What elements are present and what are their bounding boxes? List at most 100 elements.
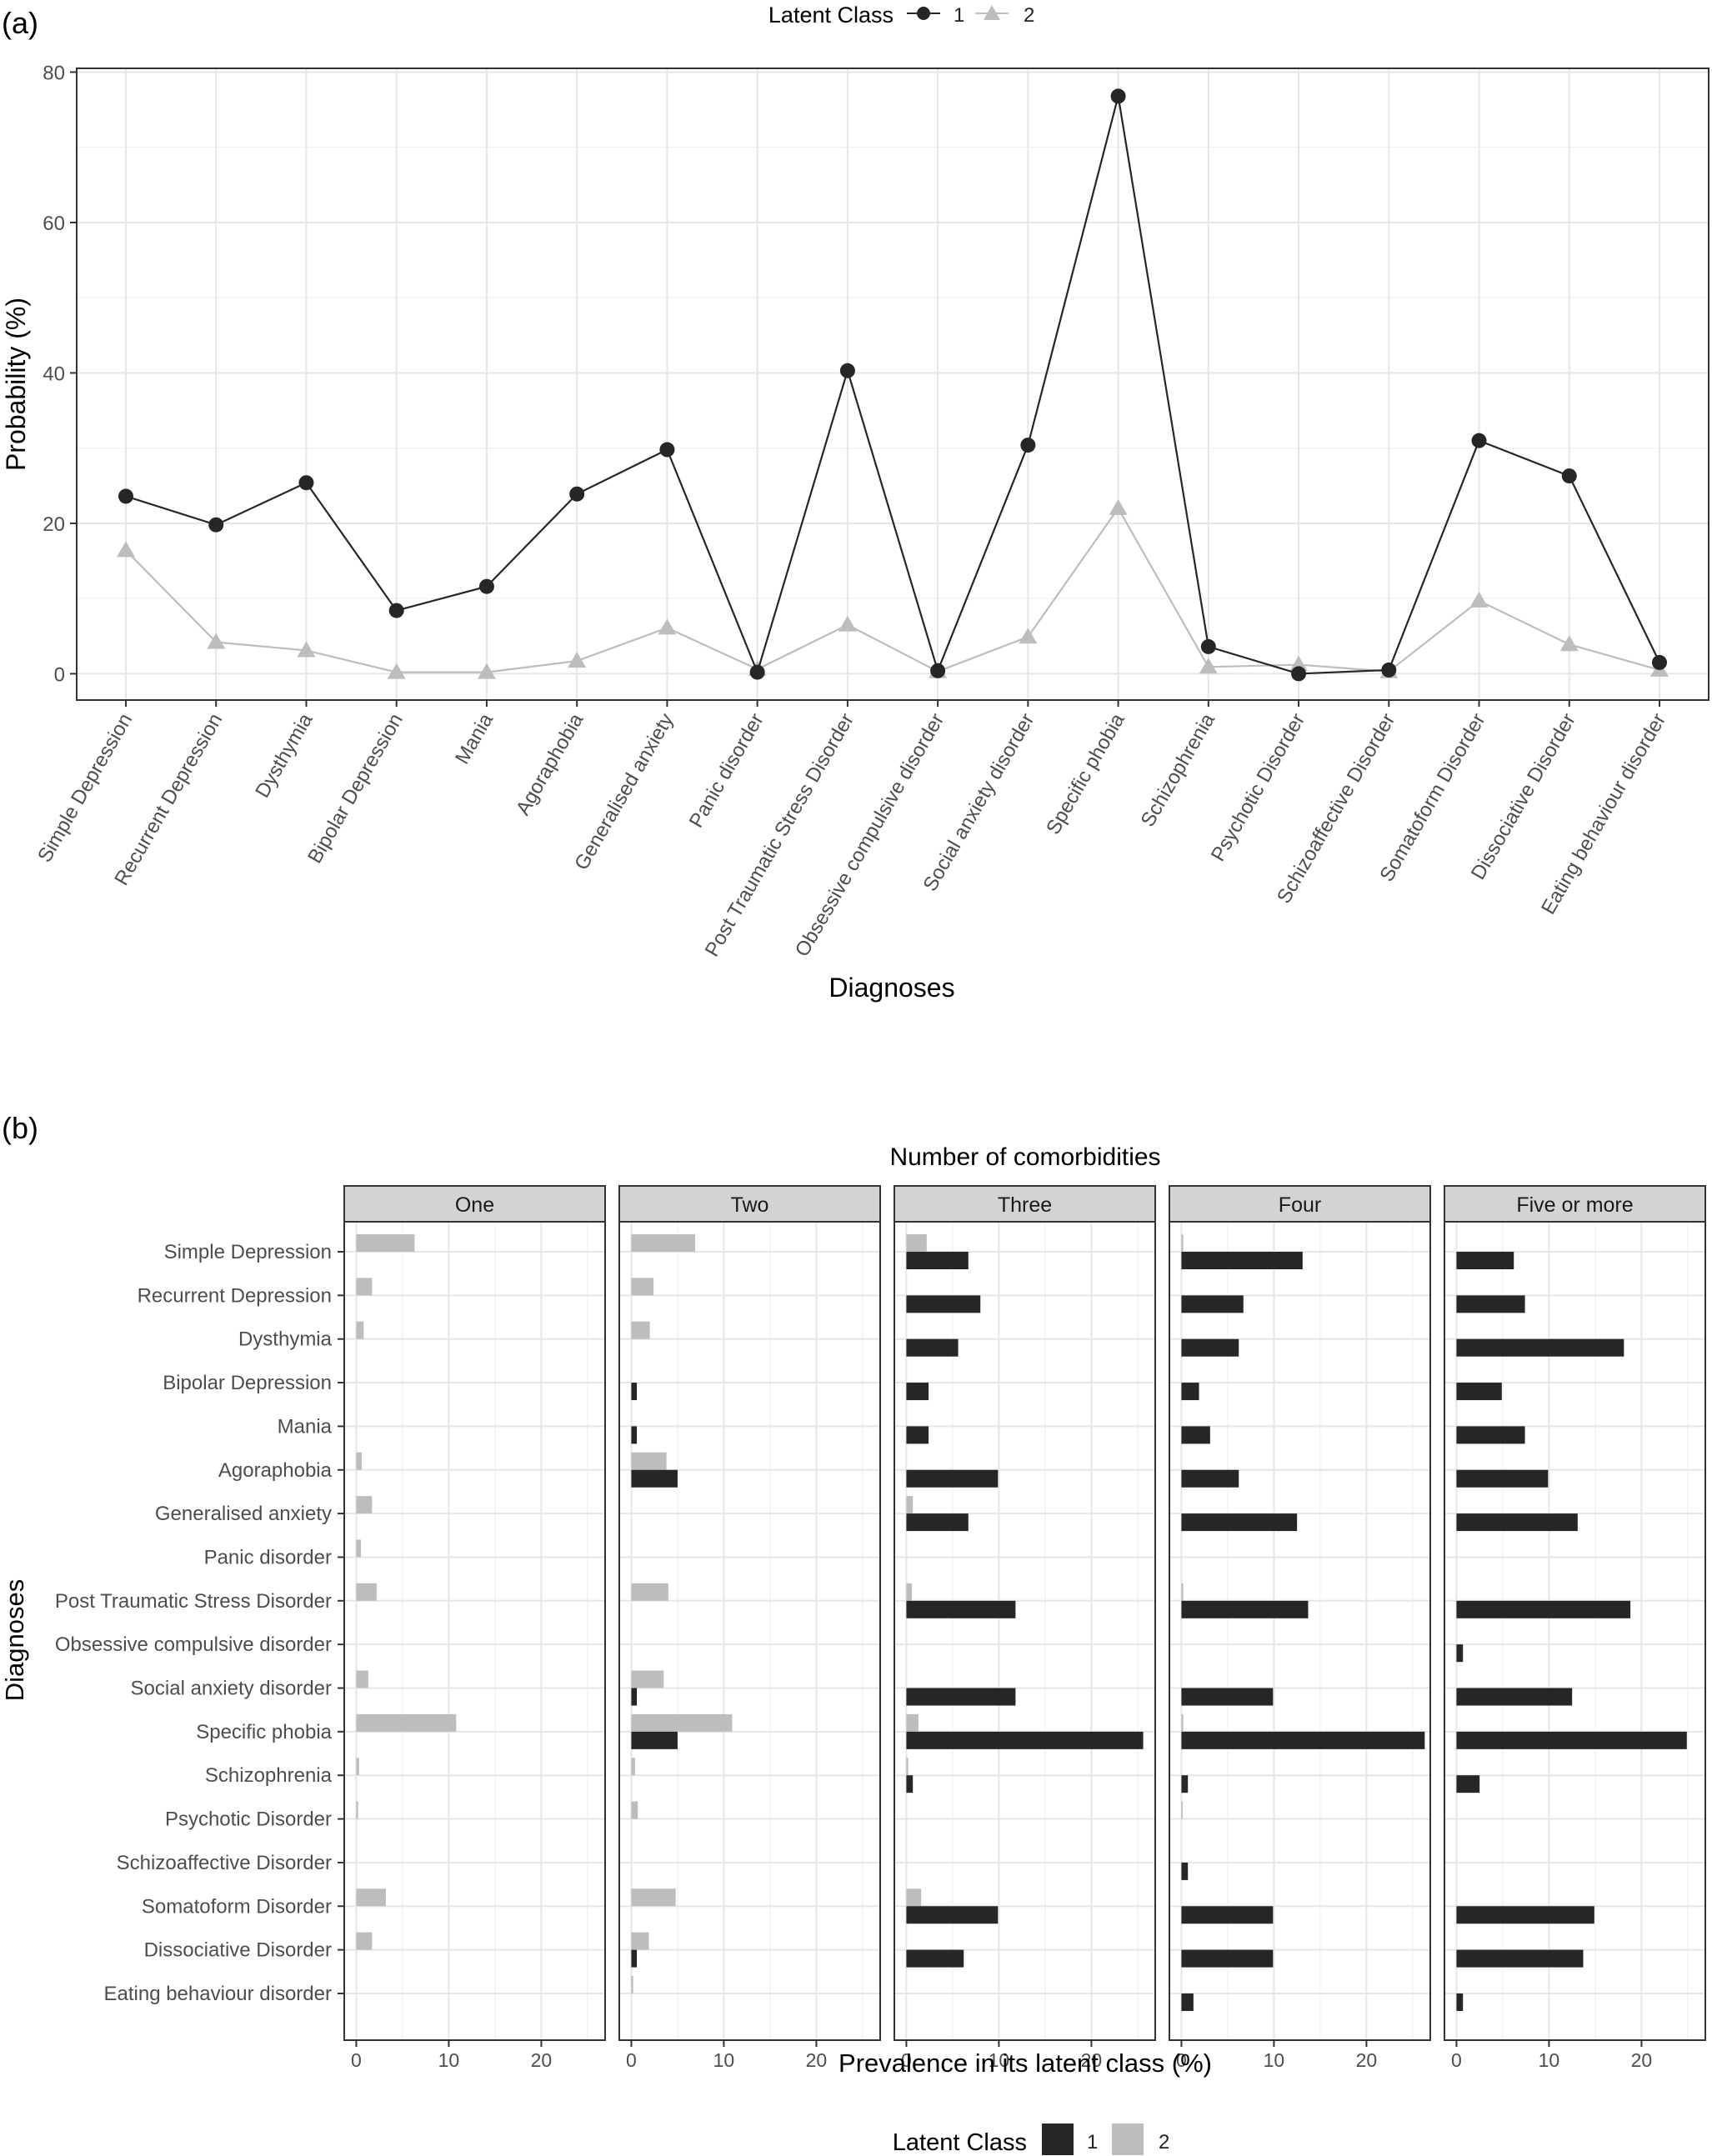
- bar-class-1: [1456, 1252, 1514, 1269]
- legend-label-class-1: 1: [1087, 2131, 1098, 2153]
- bar-class-1: [906, 1513, 969, 1532]
- bar-class-2: [356, 1713, 457, 1732]
- point-class-2: [1019, 628, 1038, 644]
- point-class-1: [659, 442, 675, 458]
- bar-class-1: [906, 1775, 914, 1793]
- point-class-1: [1291, 666, 1307, 682]
- bar-class-1: [631, 1731, 678, 1749]
- bar-class-1: [1456, 1469, 1549, 1488]
- bar-class-2: [631, 1670, 664, 1688]
- bar-class-1: [1181, 1469, 1239, 1488]
- facet-strip: [1444, 1185, 1706, 1223]
- x-tick-label: 0: [901, 2049, 912, 2071]
- bar-class-2: [906, 1234, 927, 1252]
- bar-class-2: [1181, 1713, 1184, 1732]
- point-class-2: [297, 641, 316, 658]
- point-class-1: [1200, 638, 1216, 654]
- point-class-1: [1381, 662, 1397, 678]
- bar-class-2: [356, 1801, 358, 1819]
- point-class-2: [1469, 591, 1489, 608]
- facet-label: Three: [998, 1193, 1052, 1217]
- bar-class-2: [906, 1496, 914, 1514]
- bar-class-1: [1181, 1383, 1199, 1401]
- panel-b-facet-title: Number of comorbidities: [889, 1143, 1160, 1171]
- x-tick-label: 10: [438, 2049, 460, 2071]
- bar-class-2: [631, 1452, 667, 1470]
- y-tick-label: Social anxiety disorder: [131, 1678, 332, 1700]
- y-tick-label: Generalised anxiety: [155, 1503, 332, 1525]
- y-tick-label: Simple Depression: [164, 1241, 332, 1263]
- facet-four: Four 0 10 20: [1169, 1185, 1431, 2071]
- point-class-2: [117, 541, 135, 558]
- x-tick-label: 20: [1631, 2049, 1653, 2071]
- bar-class-1: [1456, 1426, 1525, 1444]
- facet-strip: [1169, 1185, 1431, 1223]
- y-tick-label: Bipolar Depression: [163, 1372, 332, 1394]
- x-tick-label: 0: [351, 2049, 362, 2071]
- legend-title: Latent Class: [768, 3, 894, 28]
- panel-b-legend: Latent Class 1 2: [893, 2123, 1169, 2156]
- facet-frame: [343, 1221, 606, 2041]
- facet-label: Five or more: [1516, 1193, 1633, 1217]
- bar-class-2: [1181, 1583, 1184, 1601]
- facet-frame: [894, 1221, 1156, 2041]
- bar-class-1: [906, 1600, 1016, 1618]
- bar-class-1: [1456, 1644, 1464, 1663]
- point-class-1: [839, 363, 855, 378]
- panel-a-y-axis: 0 20 40 60 80: [43, 63, 77, 686]
- bar-class-2: [631, 1801, 638, 1819]
- bar-class-2: [631, 1758, 635, 1776]
- bar-class-1: [631, 1688, 638, 1706]
- x-tick-label: 0: [1451, 2049, 1462, 2071]
- bar-class-2: [631, 1888, 676, 1907]
- point-class-1: [1561, 468, 1577, 484]
- point-class-1: [388, 603, 404, 618]
- bar-class-2: [631, 1975, 633, 1993]
- panel-a-legend: Latent Class 1 2: [768, 3, 1034, 28]
- bar-class-2: [356, 1496, 373, 1514]
- bar-class-2: [906, 1583, 913, 1601]
- x-tick-label: 20: [806, 2049, 828, 2071]
- bar-class-2: [631, 1713, 733, 1732]
- bar-class-2: [631, 1321, 650, 1339]
- facet-one: One 0 10 20: [343, 1185, 606, 2071]
- panel-a-series: [117, 88, 1669, 682]
- bar-class-1: [906, 1906, 999, 1924]
- bar-class-1: [1456, 1775, 1480, 1793]
- bar-class-1: [631, 1949, 638, 1968]
- bar-class-1: [1456, 1600, 1631, 1618]
- y-tick-label: Post Traumatic Stress Disorder: [55, 1590, 332, 1613]
- y-tick-label: Dysthymia: [238, 1328, 333, 1351]
- bar-class-1: [1456, 1295, 1525, 1313]
- point-class-1: [118, 488, 133, 504]
- bar-class-2: [356, 1278, 373, 1296]
- point-class-2: [1289, 655, 1309, 672]
- series-line-class-1: [125, 96, 1660, 675]
- point-class-1: [930, 663, 946, 678]
- bar-class-2: [356, 1758, 359, 1776]
- bar-class-1: [906, 1949, 964, 1968]
- bar-class-1: [906, 1469, 999, 1488]
- bar-class-1: [1181, 1338, 1239, 1357]
- facet-strip: [618, 1185, 881, 1223]
- x-tick-label: 10: [1539, 2049, 1560, 2071]
- bar-class-1: [1181, 1731, 1425, 1749]
- x-tick-label: 0: [626, 2049, 637, 2071]
- facet-label: Four: [1279, 1193, 1321, 1217]
- bar-class-1: [1181, 1775, 1189, 1793]
- bar-class-1: [906, 1688, 1016, 1706]
- bar-class-1: [906, 1338, 959, 1357]
- point-class-2: [1109, 498, 1128, 515]
- bar-class-1: [1456, 1949, 1584, 1968]
- bar-class-1: [1181, 1295, 1244, 1313]
- y-tick-label: Recurrent Depression: [138, 1284, 332, 1307]
- bar-class-2: [631, 1583, 668, 1601]
- panel-b-tag: (b): [2, 1111, 38, 1145]
- x-tick-label: 20: [1081, 2049, 1103, 2071]
- x-tick-label: 10: [713, 2049, 735, 2071]
- bar-class-1: [631, 1469, 678, 1488]
- y-tick-label: Schizophrenia: [205, 1764, 333, 1787]
- y-tick-label: Specific phobia: [196, 1721, 332, 1743]
